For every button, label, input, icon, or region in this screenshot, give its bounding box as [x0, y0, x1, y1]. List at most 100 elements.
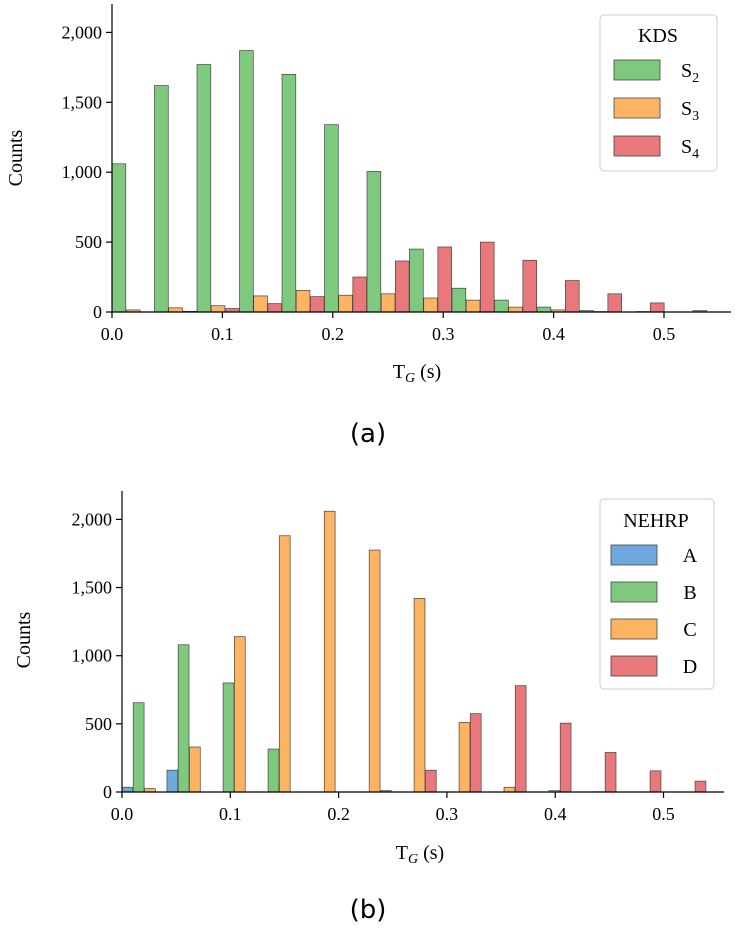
- x-tick-label: 0.1: [211, 324, 234, 344]
- y-tick-label: 0: [103, 782, 112, 802]
- bar-a-s4-6: [395, 260, 410, 313]
- bar-b-a-1: [166, 769, 179, 793]
- x-tick-label: 0.2: [327, 804, 350, 824]
- bar-b-c-5: [368, 549, 381, 793]
- legend-frame-a: [599, 14, 718, 172]
- legend-label-d: D: [683, 656, 697, 678]
- chart-panel-a: 0 500 1,000 1,500 2,000 0.0 0.1 0.2 0.3 0.4 0.5 C…: [5, 4, 731, 449]
- legend-swatch-s2: [613, 59, 661, 81]
- bar-b-b-2: [222, 682, 235, 793]
- y-tick-label: 500: [85, 714, 112, 734]
- bar-a-s2-1: [154, 85, 169, 313]
- bar-b-d-12: [694, 780, 707, 793]
- panel-label-a: (a): [350, 419, 386, 449]
- bar-b-d-8: [514, 685, 527, 793]
- bar-a-s2-3: [239, 50, 254, 313]
- x-tick-label: 0.0: [101, 324, 124, 344]
- y-tick-label: 1,500: [62, 92, 103, 112]
- y-tick-label: 2,000: [62, 22, 103, 42]
- x-tick-label: 0.4: [542, 324, 565, 344]
- bar-b-c-2: [234, 636, 246, 793]
- legend-title-a: KDS: [638, 25, 678, 47]
- bar-b-c-3: [278, 535, 291, 793]
- legend-swatch-d: [610, 655, 658, 677]
- bar-a-s2-6: [366, 171, 382, 313]
- bar-a-s2-8: [451, 287, 467, 313]
- x-tick-label: 0.3: [436, 804, 459, 824]
- y-axis-label-a: Counts: [5, 129, 27, 186]
- legend-label-a: A: [683, 545, 698, 567]
- legend-swatch-s4: [613, 135, 661, 157]
- bar-a-s3-7: [423, 297, 438, 313]
- bar-b-c-4: [323, 510, 336, 793]
- bar-a-s3-1: [168, 307, 183, 313]
- bar-a-s3-6: [380, 293, 396, 313]
- bar-a-s4-7: [437, 246, 452, 313]
- legend-swatch-a: [610, 544, 658, 566]
- bar-a-s4-9: [522, 259, 537, 313]
- panel-label-b: (b): [350, 895, 387, 925]
- bar-b-b-0: [132, 702, 145, 793]
- y-tick-label: 2,000: [72, 509, 113, 529]
- y-tick-label: 500: [75, 232, 102, 252]
- bar-a-s4-8: [480, 241, 495, 313]
- legend-label-c: C: [683, 619, 696, 641]
- bar-a-s2-5: [324, 124, 339, 313]
- bar-b-d-9: [559, 722, 572, 793]
- x-tick-label: 0.2: [322, 324, 345, 344]
- x-tick-label: 0.5: [652, 804, 675, 824]
- x-axis-label-b: TG (s): [396, 842, 444, 867]
- legend-label-s4: S4: [681, 136, 699, 162]
- bar-a-s4-10: [565, 280, 580, 313]
- x-tick-label: 0.4: [544, 804, 567, 824]
- bar-a-s4-12: [650, 302, 665, 313]
- x-tick-label: 0.0: [111, 804, 134, 824]
- x-tick-label: 0.5: [653, 324, 676, 344]
- bar-b-b-3: [267, 748, 280, 793]
- bars-layer-b: [121, 510, 707, 793]
- bar-a-s3-5: [338, 294, 353, 313]
- legend-swatch-s3: [613, 97, 661, 119]
- y-ticks-a: 0 500 1,000 1,500 2,000: [62, 22, 112, 322]
- legend-label-s2: S2: [681, 60, 699, 86]
- bar-b-d-6: [425, 769, 437, 793]
- bar-a-s4-5: [352, 276, 367, 313]
- x-ticks-a: 0.0 0.1 0.2 0.3 0.4 0.5: [101, 312, 676, 344]
- y-tick-label: 1,500: [72, 578, 113, 598]
- chart-panel-b: 0 500 1,000 1,500 2,000 0.0 0.1 0.2 0.3 0.4 0.5 C…: [13, 491, 724, 925]
- bar-b-d-10: [604, 752, 617, 793]
- x-axis-label-a: TG (s): [393, 361, 441, 386]
- y-tick-label: 1,000: [72, 646, 113, 666]
- bar-a-s2-7: [409, 248, 424, 313]
- bar-b-c-1: [189, 746, 201, 793]
- bar-b-c-7: [458, 722, 471, 793]
- legend-label-s3: S3: [681, 98, 699, 124]
- bar-a-s2-10: [536, 306, 552, 313]
- legend-a: KDS S2 S3 S4: [599, 14, 718, 172]
- x-ticks-b: 0.0 0.1 0.2 0.3 0.4 0.5: [111, 792, 675, 824]
- x-tick-label: 0.3: [432, 324, 455, 344]
- bar-a-s2-9: [494, 299, 509, 313]
- bar-a-s2-4: [281, 73, 297, 313]
- bar-b-a-0: [121, 786, 134, 793]
- bar-b-c-6: [413, 598, 426, 793]
- y-ticks-b: 0 500 1,000 1,500 2,000: [72, 509, 122, 802]
- bar-a-s4-4: [310, 296, 325, 313]
- bars-layer-a: [111, 50, 708, 313]
- bar-a-s3-2: [210, 305, 226, 313]
- bar-a-s3-4: [295, 289, 311, 313]
- legend-label-b: B: [683, 582, 696, 604]
- y-axis-label-b: Counts: [13, 611, 35, 668]
- legend-title-b: NEHRP: [623, 510, 689, 532]
- y-tick-label: 0: [93, 302, 102, 322]
- bar-b-d-7: [469, 713, 482, 793]
- legend-swatch-c: [610, 618, 658, 640]
- bar-a-s3-9: [508, 306, 523, 313]
- bar-a-s4-11: [607, 293, 623, 313]
- bar-a-s2-2: [196, 64, 212, 313]
- y-tick-label: 1,000: [62, 162, 103, 182]
- bar-a-s2-0: [111, 163, 127, 313]
- bar-b-d-11: [649, 770, 662, 793]
